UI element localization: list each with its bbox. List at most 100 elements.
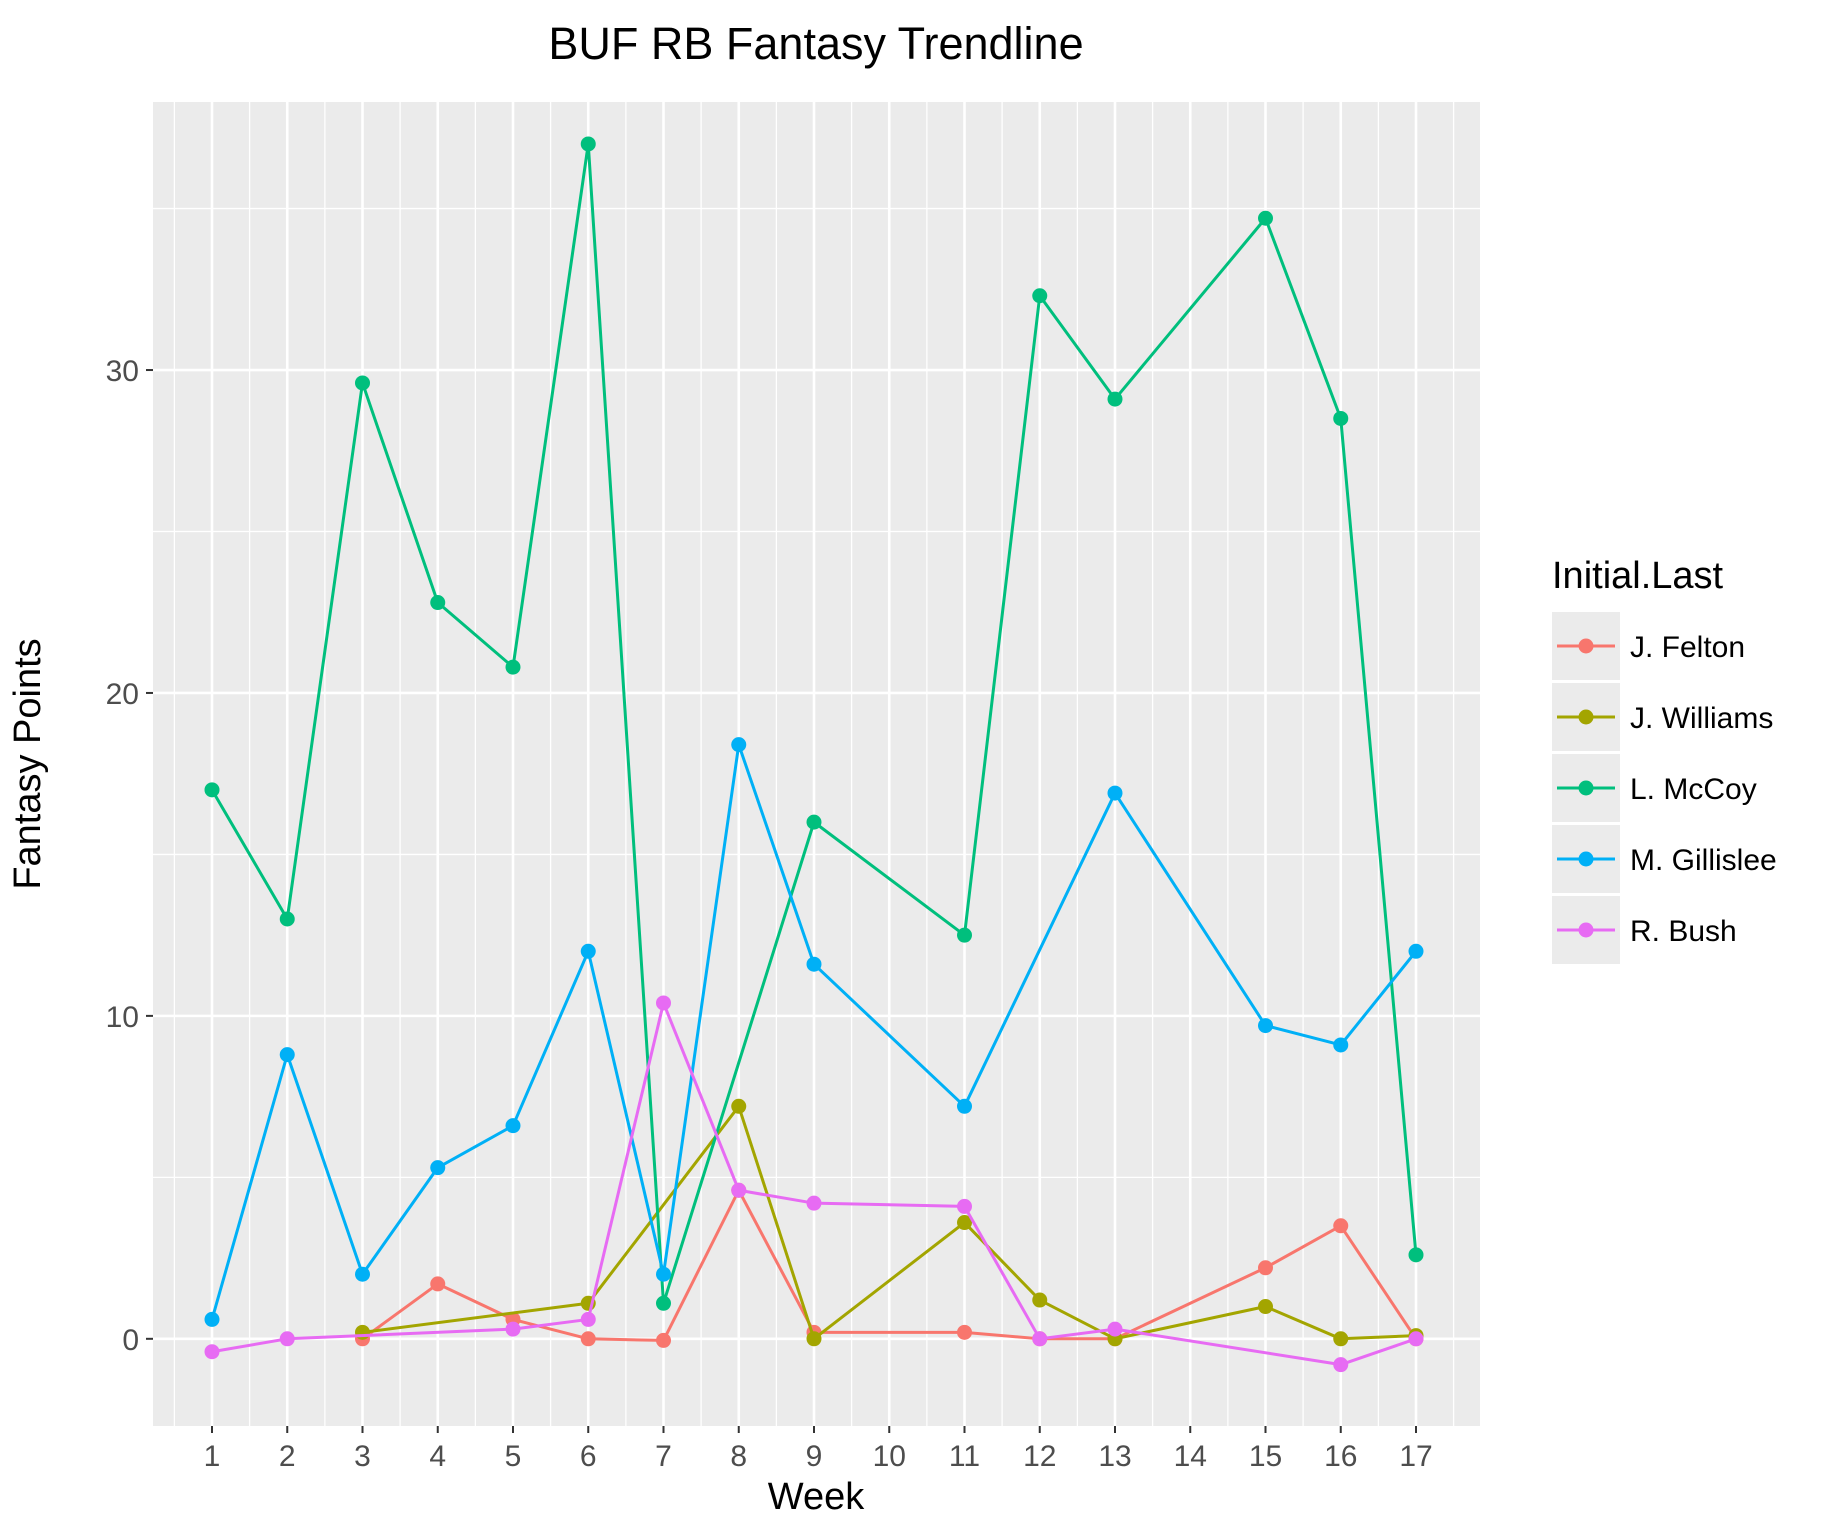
data-point <box>505 1321 521 1337</box>
data-point <box>957 1215 972 1231</box>
data-point <box>1107 391 1123 407</box>
legend-title: Initial.Last <box>1552 555 1724 597</box>
legend-label: M. Gillislee <box>1630 844 1777 877</box>
x-tick-label: 17 <box>1399 1440 1432 1473</box>
data-point <box>505 1118 521 1134</box>
data-point <box>806 1331 822 1347</box>
data-point <box>1333 1357 1349 1373</box>
data-point <box>1408 1247 1424 1263</box>
data-point <box>580 136 596 152</box>
grid-major <box>153 102 1480 1426</box>
data-point <box>580 943 596 959</box>
series-line <box>210 142 1418 1305</box>
data-point <box>430 1276 446 1292</box>
data-point <box>430 595 446 611</box>
data-point <box>1333 1331 1349 1347</box>
series-line <box>210 743 1418 1320</box>
data-point <box>656 1295 671 1311</box>
data-point <box>656 1266 671 1282</box>
data-point <box>1333 1037 1349 1053</box>
data-point <box>1408 1331 1424 1347</box>
data-point <box>806 956 822 972</box>
series-r-bush <box>204 995 1424 1373</box>
x-tick-label: 6 <box>580 1440 597 1473</box>
x-tick-label: 2 <box>279 1440 296 1473</box>
legend-key-point <box>1578 709 1594 725</box>
legend-key-point <box>1578 922 1594 938</box>
data-point <box>355 375 370 391</box>
data-point <box>580 1331 596 1347</box>
data-point <box>204 782 220 798</box>
data-point <box>1032 1331 1048 1347</box>
x-axis: 1 2 3 4 5 6 7 8 9 10 11 12 13 14 15 16 17 <box>204 1426 1433 1473</box>
x-tick-label: 12 <box>1023 1440 1056 1473</box>
data-point <box>279 1047 295 1063</box>
data-point <box>580 1311 596 1327</box>
legend: Initial.Last J. Felton J. Williams L. McCo… <box>1552 555 1777 964</box>
x-tick-label: 3 <box>354 1440 371 1473</box>
x-tick-label: 4 <box>429 1440 446 1473</box>
data-point <box>1258 210 1273 226</box>
data-point <box>957 1324 972 1340</box>
x-tick-label: 7 <box>655 1440 672 1473</box>
legend-label: L. McCoy <box>1630 773 1757 806</box>
data-point <box>957 927 972 943</box>
data-point <box>731 1182 747 1198</box>
series-line <box>362 1104 1417 1341</box>
data-point <box>430 1160 446 1176</box>
chart-title: BUF RB Fantasy Trendline <box>548 18 1083 69</box>
data-point <box>1032 1292 1048 1308</box>
y-axis-title: Fantasy Points <box>7 638 49 889</box>
legend-item: L. McCoy <box>1552 754 1757 822</box>
data-point <box>1032 288 1048 304</box>
legend-label: J. Williams <box>1630 702 1773 735</box>
data-point <box>355 1324 370 1340</box>
x-tick-label: 14 <box>1174 1440 1207 1473</box>
data-point <box>279 1331 295 1347</box>
x-tick-label: 10 <box>873 1440 906 1473</box>
data-point <box>204 1311 220 1327</box>
y-tick-label: 0 <box>122 1324 139 1357</box>
data-point <box>1258 1299 1273 1315</box>
data-point <box>505 659 521 675</box>
data-point <box>731 1098 747 1114</box>
data-point <box>1333 1218 1349 1234</box>
series-layer <box>204 136 1424 1373</box>
x-tick-label: 13 <box>1098 1440 1131 1473</box>
plot-panel <box>153 102 1480 1426</box>
y-tick-label: 30 <box>106 355 139 388</box>
data-point <box>731 737 747 753</box>
x-tick-label: 9 <box>806 1440 823 1473</box>
data-point <box>806 814 822 830</box>
data-point <box>806 1195 822 1211</box>
legend-item: J. Williams <box>1552 683 1773 751</box>
series-line <box>211 1001 1417 1367</box>
legend-item: M. Gillislee <box>1552 825 1777 893</box>
data-point <box>279 911 295 927</box>
legend-label: R. Bush <box>1630 915 1737 948</box>
y-axis: 0 10 20 30 <box>106 355 153 1357</box>
x-tick-label: 1 <box>204 1440 221 1473</box>
x-tick-label: 11 <box>949 1440 980 1473</box>
data-point <box>656 1332 671 1348</box>
legend-key-point <box>1578 780 1594 796</box>
legend-label: J. Felton <box>1630 631 1745 664</box>
data-point <box>1408 943 1424 959</box>
data-point <box>1258 1260 1273 1276</box>
x-tick-label: 5 <box>505 1440 522 1473</box>
legend-key-point <box>1578 638 1594 654</box>
data-point <box>957 1098 972 1114</box>
x-tick-label: 15 <box>1249 1440 1282 1473</box>
series-m-gillislee <box>204 737 1424 1327</box>
x-axis-title: Week <box>768 1476 865 1518</box>
data-point <box>656 995 671 1011</box>
legend-item: R. Bush <box>1552 896 1737 964</box>
data-point <box>957 1198 972 1214</box>
data-point <box>1333 410 1349 426</box>
legend-item: J. Felton <box>1552 612 1745 680</box>
y-tick-label: 20 <box>106 678 139 711</box>
data-point <box>355 1266 370 1282</box>
data-point <box>1107 785 1123 801</box>
x-tick-label: 16 <box>1324 1440 1357 1473</box>
